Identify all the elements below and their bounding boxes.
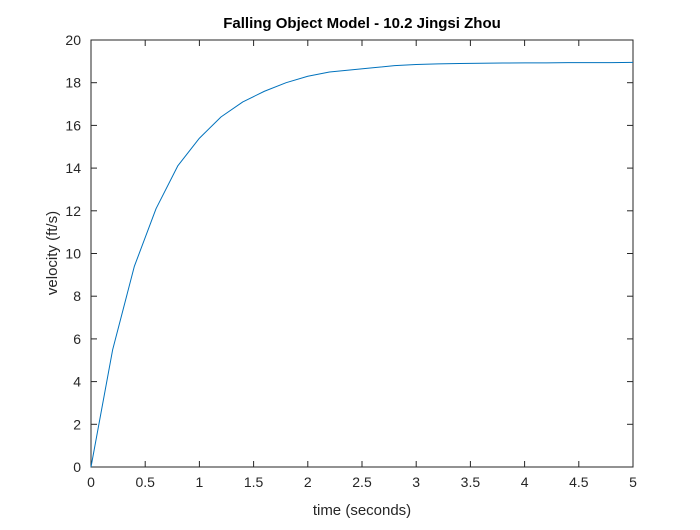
y-tick-label: 4	[73, 374, 81, 390]
x-tick-label: 4	[521, 474, 529, 490]
y-tick-label: 0	[73, 459, 81, 475]
x-tick-label: 1.5	[244, 474, 264, 490]
x-tick-label: 5	[629, 474, 637, 490]
x-tick-label: 0.5	[135, 474, 155, 490]
x-axis-label: time (seconds)	[313, 502, 411, 519]
series-line	[90, 61, 634, 468]
x-tick-label: 3.5	[461, 474, 481, 490]
y-tick-label: 2	[73, 416, 81, 432]
x-tick-label: 2.5	[352, 474, 372, 490]
x-tick-label: 0	[87, 474, 95, 490]
x-tick-label: 1	[196, 474, 204, 490]
x-axis-ticks: 0 0.5 1 1.5 2 2.5 3 3.5 4 4.5 5	[87, 40, 637, 490]
x-tick-label: 4.5	[569, 474, 589, 490]
x-tick-label: 2	[304, 474, 312, 490]
axes-frame	[90, 39, 634, 468]
x-tick-label: 3	[412, 474, 420, 490]
y-tick-label: 14	[65, 160, 81, 176]
y-tick-label: 16	[65, 117, 81, 133]
y-tick-label: 12	[65, 203, 81, 219]
y-tick-label: 8	[73, 288, 81, 304]
y-tick-label: 6	[73, 331, 81, 347]
y-axis-ticks: 0 2 4 6 8 10 12 14 16 18 20	[65, 32, 633, 475]
y-tick-label: 10	[65, 246, 81, 262]
y-tick-label: 20	[65, 32, 81, 48]
axes-box	[90, 39, 634, 468]
y-axis-label: velocity (ft/s)	[44, 211, 61, 295]
plot-area	[90, 61, 634, 468]
y-tick-label: 18	[65, 75, 81, 91]
chart-title: Falling Object Model - 10.2 Jingsi Zhou	[223, 15, 501, 32]
